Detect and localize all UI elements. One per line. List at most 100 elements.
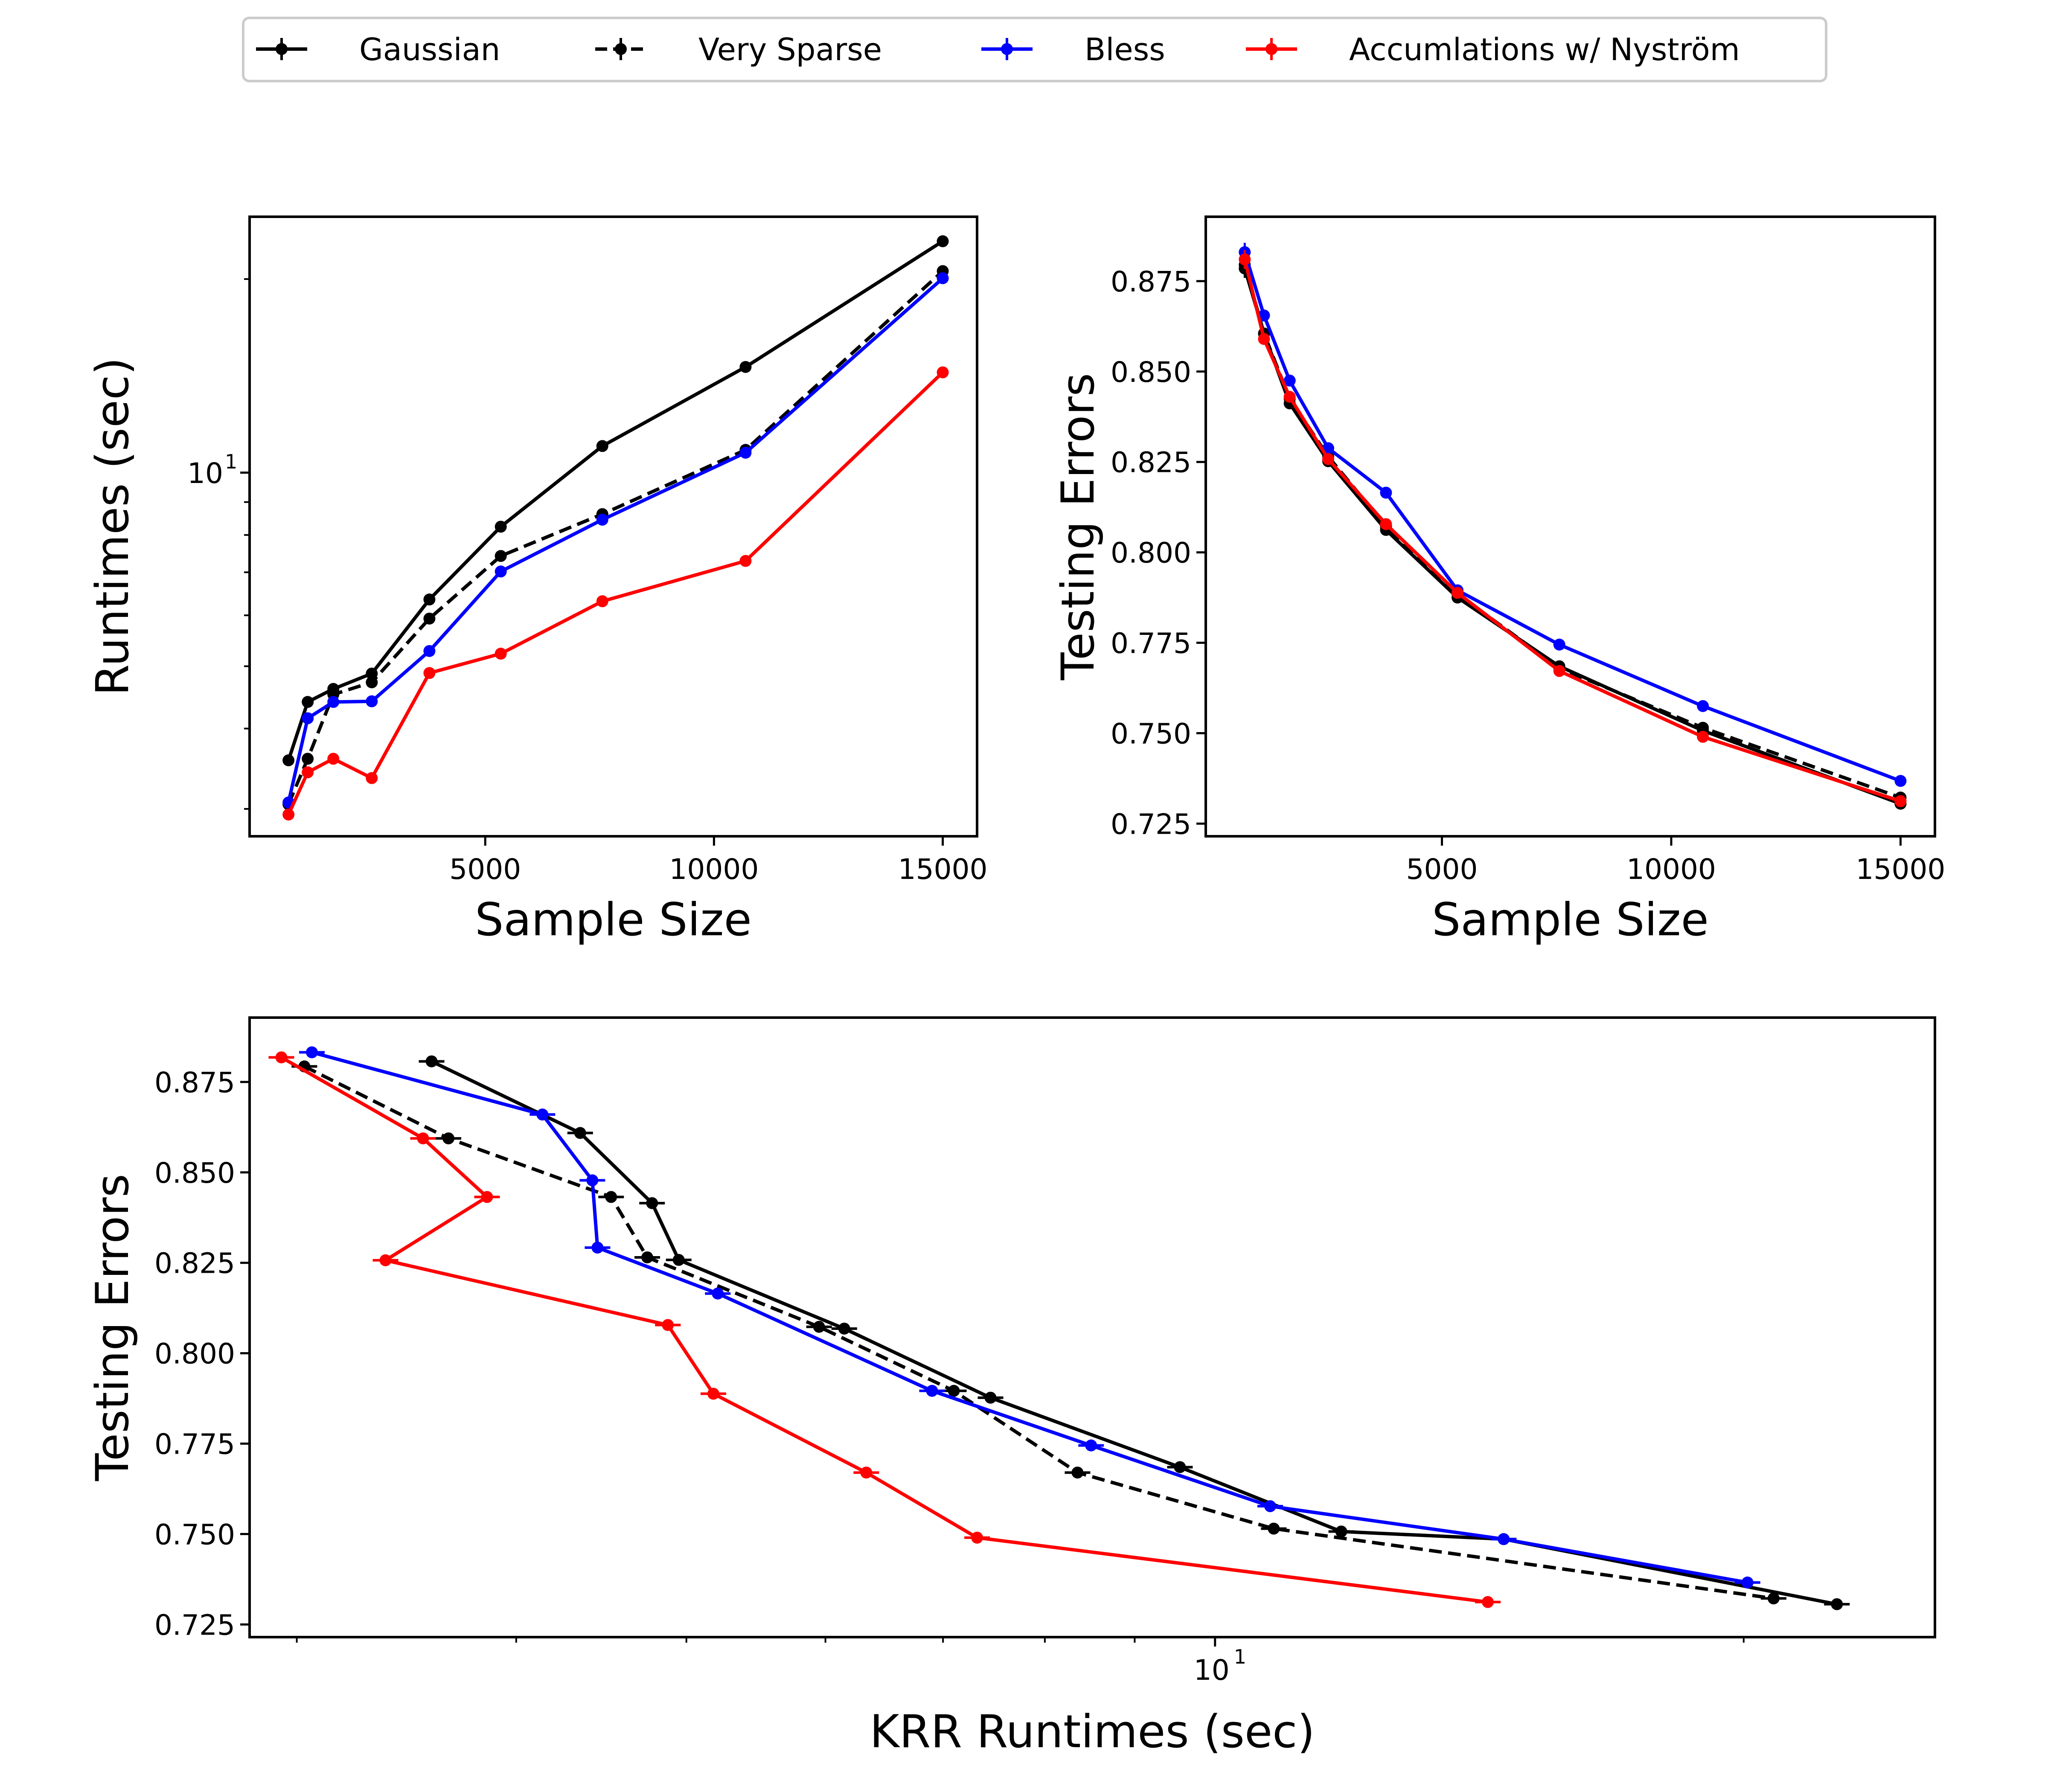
y-tick-label: 10 xyxy=(187,457,223,490)
data-point xyxy=(1697,700,1709,712)
series-accumlations-w-nystr-m xyxy=(268,1051,1501,1608)
data-point xyxy=(838,1322,850,1335)
x-axis-label: KRR Runtimes (sec) xyxy=(870,1705,1315,1758)
data-point xyxy=(366,676,378,689)
series-bless xyxy=(282,272,949,809)
x-tick-label: 10000 xyxy=(1626,853,1716,886)
data-point xyxy=(495,550,507,562)
data-point xyxy=(1697,730,1709,743)
y-tick-label: 0.825 xyxy=(154,1247,235,1280)
plot-frame xyxy=(248,1016,1936,1638)
data-point xyxy=(596,595,608,608)
data-point xyxy=(1085,1439,1097,1452)
data-point xyxy=(1380,518,1392,530)
data-point xyxy=(1553,665,1565,677)
y-tick-label: 0.800 xyxy=(154,1338,235,1370)
x-tick-exponent: 1 xyxy=(1234,1645,1246,1668)
panel-runtime-vs-sample: 5000 10000 15000 10 1 Sample Size Runtimes (se… xyxy=(86,215,988,946)
data-point xyxy=(1335,1525,1347,1538)
y-tick-label: 0.825 xyxy=(1111,446,1191,479)
y-tick-label: 0.725 xyxy=(1111,808,1191,841)
x-tick-label: 5000 xyxy=(449,853,521,886)
y-axis-label: Runtimes (sec) xyxy=(86,357,139,695)
y-tick-label: 0.875 xyxy=(1111,265,1191,298)
y-tick-label: 0.775 xyxy=(1111,627,1191,660)
data-point xyxy=(1894,775,1907,787)
legend-label-accumlations-w-nystr-m: Accumlations w/ Nyström xyxy=(1349,32,1740,67)
y-tick-label: 0.850 xyxy=(1111,356,1191,389)
plot-frame xyxy=(248,215,978,838)
data-point xyxy=(536,1108,549,1121)
data-point xyxy=(574,1127,586,1139)
data-point xyxy=(591,1242,604,1254)
data-point xyxy=(948,1385,960,1397)
data-point xyxy=(442,1132,455,1145)
data-point xyxy=(1380,486,1392,499)
data-point xyxy=(366,695,378,707)
data-point xyxy=(495,565,507,578)
y-tick-label: 0.725 xyxy=(154,1609,235,1641)
x-axis-label: Sample Size xyxy=(1432,893,1709,946)
series-line-gaussian xyxy=(431,1059,1837,1606)
y-tick-label: 0.875 xyxy=(154,1066,235,1099)
data-point xyxy=(937,235,949,247)
legend-marker-bless xyxy=(1001,43,1013,55)
data-point xyxy=(306,1046,318,1059)
y-tick-label: 0.750 xyxy=(1111,717,1191,750)
data-point xyxy=(1283,391,1296,403)
data-point xyxy=(1322,453,1334,465)
series-accumlations-w-nystr-m xyxy=(1239,250,1907,807)
y-tick-label: 0.750 xyxy=(154,1518,235,1551)
data-point xyxy=(662,1319,674,1331)
legend-label-very-sparse: Very Sparse xyxy=(698,32,882,67)
data-point xyxy=(1174,1461,1186,1473)
x-tick-label: 10 xyxy=(1194,1654,1230,1687)
data-point xyxy=(495,648,507,660)
data-point xyxy=(739,361,752,373)
data-point xyxy=(813,1321,825,1333)
y-tick-label: 0.850 xyxy=(154,1157,235,1190)
data-point xyxy=(1482,1596,1494,1608)
data-point xyxy=(1767,1592,1780,1605)
data-point xyxy=(937,272,949,285)
legend-item-bless: Bless xyxy=(981,32,1165,67)
data-point xyxy=(1894,795,1907,807)
data-point xyxy=(282,754,295,766)
data-point xyxy=(423,612,436,625)
data-point xyxy=(423,667,436,679)
panel-error-vs-sample: 5000 10000 15000 0.725 0.750 0.775 0.800 0.825 0… xyxy=(1052,215,1945,946)
data-point xyxy=(495,521,507,533)
data-point xyxy=(1831,1598,1843,1610)
data-point xyxy=(1258,309,1270,322)
data-point xyxy=(481,1191,493,1203)
y-axis-label: Testing Errors xyxy=(86,1174,139,1481)
data-point xyxy=(596,514,608,526)
x-tick-label: 15000 xyxy=(898,853,988,886)
series-very-sparse xyxy=(291,1060,1786,1605)
legend-marker-accumlations-w-nystr-m xyxy=(1265,43,1277,55)
data-point xyxy=(302,753,314,765)
legend: Gaussian Very Sparse Bless Accumlations w/ … xyxy=(242,17,1827,82)
data-point xyxy=(417,1132,429,1145)
series-gaussian xyxy=(282,235,949,766)
data-point xyxy=(984,1391,997,1404)
data-point xyxy=(302,712,314,724)
x-tick-label: 10000 xyxy=(669,853,759,886)
data-point xyxy=(1498,1533,1510,1545)
legend-label-gaussian: Gaussian xyxy=(359,32,500,67)
data-point xyxy=(302,696,314,708)
x-tick-label: 5000 xyxy=(1406,853,1478,886)
legend-marker-very-sparse xyxy=(615,43,627,55)
data-point xyxy=(641,1251,654,1263)
x-axis-label: Sample Size xyxy=(475,893,752,946)
data-point xyxy=(1239,253,1251,266)
data-point xyxy=(1264,1500,1277,1513)
series-line-bless xyxy=(311,1050,1748,1584)
data-point xyxy=(605,1191,617,1203)
data-point xyxy=(1553,638,1565,651)
series-bless xyxy=(299,1046,1760,1589)
data-point xyxy=(282,809,295,821)
data-point xyxy=(1258,333,1270,345)
data-point xyxy=(1283,374,1296,387)
data-point xyxy=(1071,1466,1084,1479)
